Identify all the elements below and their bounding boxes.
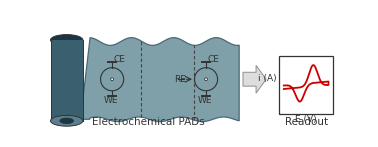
Circle shape: [111, 78, 113, 81]
Text: E (V): E (V): [295, 115, 317, 124]
Circle shape: [204, 78, 208, 81]
Polygon shape: [81, 38, 239, 122]
Ellipse shape: [60, 118, 73, 124]
Text: RE: RE: [174, 75, 186, 84]
Text: WE: WE: [103, 96, 118, 105]
Polygon shape: [279, 56, 333, 114]
Polygon shape: [243, 65, 266, 93]
Text: WE: WE: [197, 96, 212, 105]
Polygon shape: [51, 40, 83, 121]
Ellipse shape: [51, 35, 83, 45]
Text: Electrochemical PADs: Electrochemical PADs: [92, 117, 204, 127]
Text: CE: CE: [114, 55, 125, 65]
Ellipse shape: [51, 115, 83, 126]
Text: i (A): i (A): [258, 74, 277, 83]
Text: CE: CE: [208, 55, 220, 65]
Text: Readout: Readout: [285, 117, 328, 127]
